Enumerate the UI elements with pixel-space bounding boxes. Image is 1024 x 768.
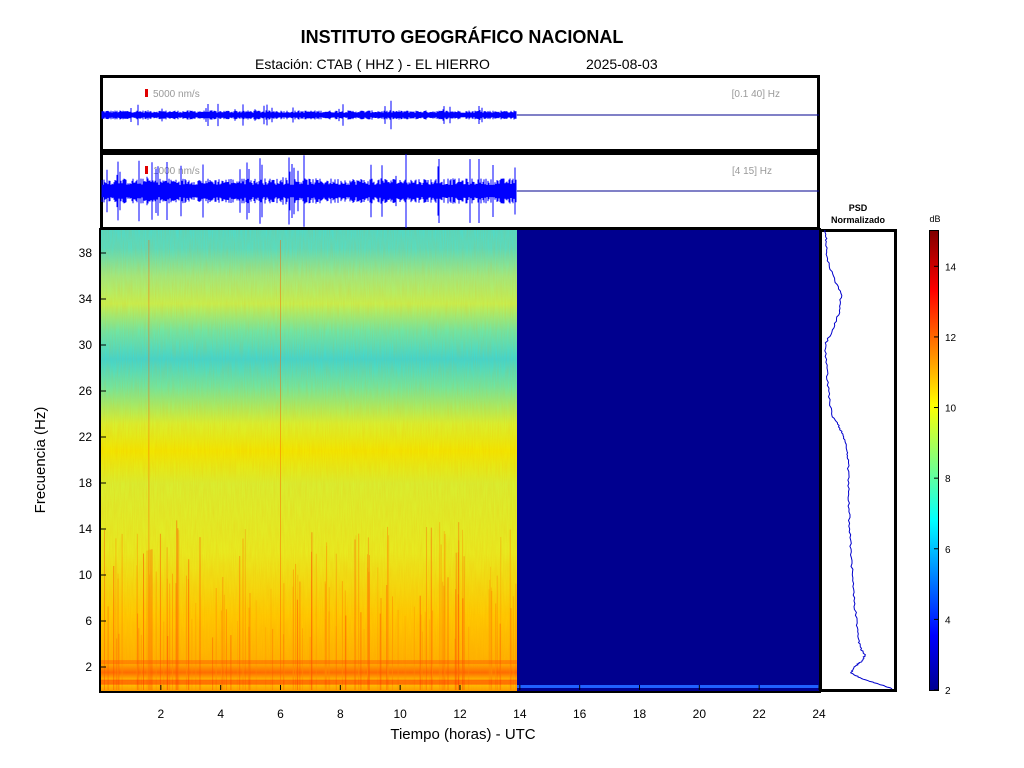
x-tick-label: 12 bbox=[453, 707, 467, 721]
colorbar-tick-label: 14 bbox=[945, 262, 957, 273]
colorbar-tick-label: 10 bbox=[945, 404, 957, 415]
x-tick-label: 2 bbox=[157, 707, 164, 721]
y-axis-label: Frecuencia (Hz) bbox=[32, 407, 49, 514]
colorbar-gradient bbox=[929, 230, 939, 691]
colorbar-title: dB bbox=[929, 214, 940, 224]
scale-bar-icon bbox=[145, 166, 148, 174]
y-tick-label: 2 bbox=[85, 660, 92, 674]
spectrogram-lowband bbox=[101, 660, 517, 665]
seismogram-panel-filtered: 1000 nm/s [4 15] Hz bbox=[100, 152, 820, 230]
spectrogram-stripes bbox=[101, 240, 517, 690]
colorbar-tick-label: 12 bbox=[945, 333, 957, 344]
psd-frame bbox=[819, 229, 897, 692]
y-tick-label: 38 bbox=[79, 246, 93, 260]
x-tick-label: 24 bbox=[812, 707, 826, 721]
colorbar-tick-label: 4 bbox=[945, 615, 951, 626]
band-label: [0.1 40] Hz bbox=[732, 89, 780, 100]
x-tick-label: 22 bbox=[752, 707, 766, 721]
spectrogram-empty-region bbox=[517, 230, 819, 691]
scale-bar-icon bbox=[145, 89, 148, 97]
x-tick-label: 6 bbox=[277, 707, 284, 721]
x-axis: 2 4 6 8 10 12 14 16 18 20 22 24 bbox=[157, 685, 826, 721]
band-label: [4 15] Hz bbox=[732, 166, 772, 177]
x-tick-label: 4 bbox=[217, 707, 224, 721]
psd-title-line2: Normalizado bbox=[831, 215, 886, 225]
spectrogram-lowfreq-line bbox=[517, 685, 819, 688]
spectrogram-lowband bbox=[101, 679, 517, 685]
y-tick-label: 14 bbox=[79, 522, 93, 536]
colorbar-tick-label: 6 bbox=[945, 545, 951, 556]
seismogram-panel-broadband: 5000 nm/s [0.1 40] Hz bbox=[100, 75, 820, 152]
spectrogram-panel: 2 4 6 8 10 12 14 16 18 20 22 24 261014182226303438 … bbox=[32, 228, 826, 743]
x-tick-label: 20 bbox=[693, 707, 707, 721]
x-tick-label: 14 bbox=[513, 707, 527, 721]
colorbar-ticks: 2 4 6 8 10 12 14 bbox=[934, 262, 957, 697]
x-tick-label: 8 bbox=[337, 707, 344, 721]
scale-label: 5000 nm/s bbox=[153, 89, 200, 100]
colorbar: dB 2 4 6 8 10 12 14 bbox=[929, 214, 957, 697]
x-tick-label: 16 bbox=[573, 707, 587, 721]
station-label: Estación: CTAB ( HHZ ) - EL HIERRO bbox=[255, 56, 490, 72]
y-tick-label: 6 bbox=[85, 614, 92, 628]
y-tick-label: 30 bbox=[79, 338, 93, 352]
x-axis-label: Tiempo (horas) - UTC bbox=[390, 726, 535, 743]
scale-label: 1000 nm/s bbox=[153, 166, 200, 177]
seismogram-trace bbox=[101, 154, 819, 228]
trace-signal bbox=[101, 154, 517, 228]
chart-title: INSTITUTO GEOGRÁFICO NACIONAL bbox=[300, 27, 624, 47]
colorbar-tick-label: 8 bbox=[945, 474, 951, 485]
seismogram-trace bbox=[101, 100, 819, 130]
y-tick-label: 26 bbox=[79, 384, 93, 398]
trace-signal bbox=[101, 100, 517, 130]
y-tick-label: 34 bbox=[79, 292, 93, 306]
x-tick-label: 10 bbox=[393, 707, 407, 721]
psd-title-line1: PSD bbox=[849, 203, 868, 213]
x-tick-label: 18 bbox=[633, 707, 647, 721]
y-tick-label: 18 bbox=[79, 476, 93, 490]
colorbar-tick-label: 2 bbox=[945, 686, 951, 697]
psd-curve bbox=[824, 229, 893, 690]
psd-panel: PSD Normalizado bbox=[819, 203, 897, 692]
date-label: 2025-08-03 bbox=[586, 56, 658, 72]
y-tick-label: 10 bbox=[79, 568, 93, 582]
y-tick-label: 22 bbox=[79, 430, 93, 444]
